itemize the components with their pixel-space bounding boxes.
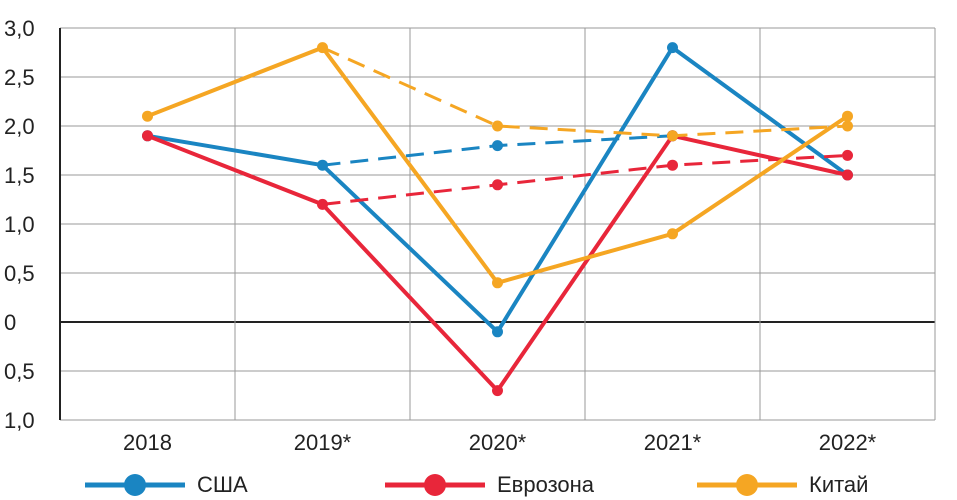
y-tick-label-8: 1,0 — [4, 408, 35, 433]
x-axis-ticks: 2018 2019* 2020* 2021* 2022* — [123, 430, 877, 455]
legend-swatch-usa — [85, 474, 185, 496]
series-2 — [142, 42, 853, 289]
x-tick-label-4: 2022* — [819, 430, 877, 455]
series-1 — [142, 130, 853, 397]
series-1-line — [146, 133, 848, 393]
y-tick-label-5: 0,5 — [4, 261, 35, 286]
legend-item-usa: США — [85, 470, 248, 500]
series-1-forecast-point-2 — [492, 179, 503, 191]
x-tick-label-3: 2021* — [644, 430, 702, 455]
series-2-forecast-point-4 — [842, 120, 853, 132]
series-2-point-1 — [317, 42, 328, 54]
x-tick-label-0: 2018 — [123, 430, 172, 455]
series-1-point-4 — [842, 169, 853, 181]
series-1-forecast-line — [322, 153, 848, 206]
y-tick-label-4: 1,0 — [4, 212, 35, 237]
series-0-point-3 — [667, 42, 678, 54]
series-group — [142, 42, 853, 397]
series-2-point-4 — [842, 110, 853, 122]
legend-label-eurozone: Еврозона — [497, 472, 595, 497]
y-tick-label-1: 2,5 — [4, 65, 35, 90]
series-2-forecast-point-2 — [492, 120, 503, 132]
y-axis-ticks: 3,0 2,5 2,0 1,5 1,0 0,5 0 0,5 1,0 — [4, 16, 35, 433]
series-1-forecast-point-3 — [667, 159, 678, 171]
series-1-point-0 — [142, 130, 153, 142]
legend-swatch-eurozone — [385, 474, 485, 496]
grid — [59, 27, 936, 421]
series-1-point-2 — [492, 385, 503, 397]
legend-swatch-china — [697, 474, 797, 496]
y-tick-label-3: 1,5 — [4, 163, 35, 188]
series-1-forecast-point-4 — [842, 149, 853, 161]
series-2-forecast-point-3 — [667, 130, 678, 142]
x-tick-label-1: 2019* — [294, 430, 352, 455]
legend: США Еврозона Китай — [0, 470, 957, 500]
series-0-point-1 — [317, 159, 328, 171]
legend-item-china: Китай — [697, 470, 868, 500]
y-tick-label-7: 0,5 — [4, 359, 35, 384]
legend-label-usa: США — [197, 472, 248, 497]
series-0-forecast-point-2 — [492, 140, 503, 152]
series-2-point-3 — [667, 228, 678, 240]
y-tick-label-2: 2,0 — [4, 114, 35, 139]
y-tick-label-0: 3,0 — [4, 16, 35, 41]
series-0-point-2 — [492, 326, 503, 338]
series-1-point-1 — [317, 198, 328, 210]
series-2-point-2 — [492, 277, 503, 289]
x-tick-label-2: 2020* — [469, 430, 527, 455]
series-2-point-0 — [142, 110, 153, 122]
series-2-line — [146, 45, 849, 285]
y-tick-label-6: 0 — [4, 310, 16, 335]
line-chart: 3,0 2,5 2,0 1,5 1,0 0,5 0 0,5 1,0 2018 2019* 2020*… — [4, 16, 936, 455]
legend-item-eurozone: Еврозона — [385, 470, 594, 500]
series-2-forecast-line — [321, 46, 848, 138]
legend-label-china: Китай — [809, 472, 869, 497]
